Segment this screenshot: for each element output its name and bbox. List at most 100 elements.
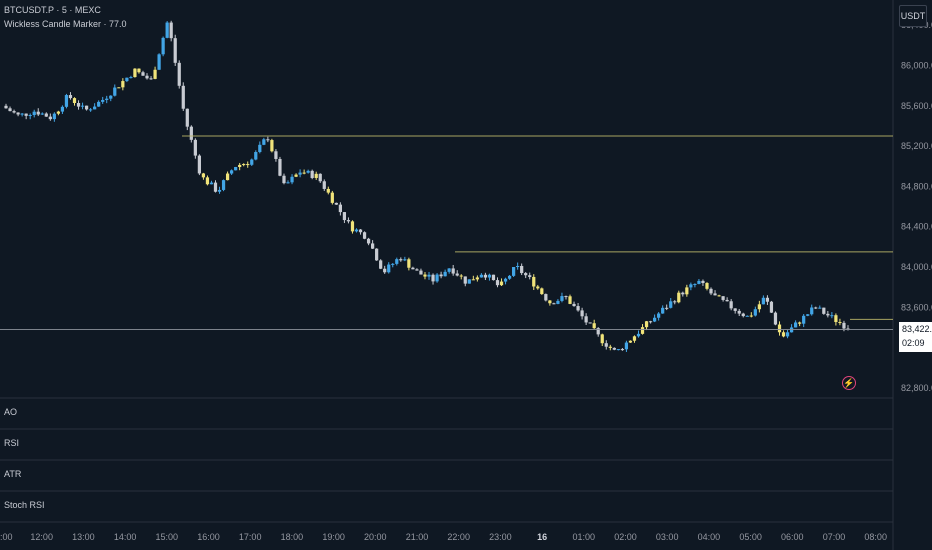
candle-body xyxy=(701,280,705,284)
candle-body xyxy=(221,180,226,190)
pane-label-atr[interactable]: ATR xyxy=(4,469,22,479)
candle-body xyxy=(80,105,85,107)
candle-body xyxy=(137,68,141,73)
candle-body xyxy=(117,87,121,89)
x-tick-label: 16:00 xyxy=(197,532,220,542)
y-tick-label: 84,400.0 xyxy=(901,222,932,232)
candle-body xyxy=(822,307,826,314)
x-tick-label: 20:00 xyxy=(364,532,387,542)
candle-body xyxy=(302,172,306,174)
candle-body xyxy=(769,301,774,313)
x-tick-label: 04:00 xyxy=(698,532,721,542)
candle-body xyxy=(544,294,548,301)
x-tick-label: 21:00 xyxy=(406,532,429,542)
candle-body xyxy=(516,265,520,268)
symbol-legend[interactable]: BTCUSDT.P · 5 · MEXC xyxy=(4,5,101,15)
candle-body xyxy=(657,313,661,318)
candle-body xyxy=(197,155,201,174)
candle-body xyxy=(403,259,407,261)
lightning-icon[interactable]: ⚡ xyxy=(842,376,856,390)
x-tick-label: 13:00 xyxy=(72,532,95,542)
candle-body xyxy=(8,108,12,112)
candle-body xyxy=(604,343,608,347)
pane-label-stoch-rsi[interactable]: Stoch RSI xyxy=(4,500,45,510)
pane-label-ao[interactable]: AO xyxy=(4,407,18,417)
candle-body xyxy=(435,274,439,282)
candle-body xyxy=(757,304,761,310)
candle-body xyxy=(342,212,347,221)
candle-body xyxy=(101,99,105,102)
candle-body xyxy=(781,332,786,337)
candle-body xyxy=(201,173,206,178)
candle-body xyxy=(600,334,604,344)
candle-body xyxy=(556,300,560,304)
x-tick-label: 01:00 xyxy=(573,532,596,542)
candle-body xyxy=(181,85,185,109)
x-tick-label: :00 xyxy=(0,532,13,542)
indicator-legend[interactable]: Wickless Candle Marker · 77.0 xyxy=(4,19,127,29)
candle-body xyxy=(238,164,242,168)
candle-body xyxy=(230,170,234,174)
pane-label-rsi[interactable]: RSI xyxy=(4,438,20,448)
candle-body xyxy=(661,307,665,314)
candle-body xyxy=(411,267,415,270)
candle-body xyxy=(383,268,387,273)
candle-body xyxy=(36,111,40,115)
candle-body xyxy=(346,220,351,222)
candle-body xyxy=(802,315,806,324)
candle-body xyxy=(125,77,129,82)
candle-body xyxy=(584,316,588,323)
candle-body xyxy=(209,182,214,185)
candle-body xyxy=(423,274,427,277)
candle-body xyxy=(705,283,709,289)
candle-body xyxy=(512,267,516,276)
candle-body xyxy=(640,327,645,334)
candle-body xyxy=(105,98,109,100)
candle-body xyxy=(354,229,359,232)
candle-body xyxy=(12,111,16,113)
candle-body xyxy=(4,105,8,109)
y-tick-label: 84,800.0 xyxy=(901,181,932,191)
candle-body xyxy=(479,274,483,278)
candle-body xyxy=(608,346,612,348)
x-tick-label: 12:00 xyxy=(30,532,53,542)
candle-body xyxy=(153,69,157,79)
candle-body xyxy=(407,259,411,268)
candle-body xyxy=(213,182,218,192)
candle-body xyxy=(729,301,733,309)
candle-body xyxy=(596,328,600,335)
candle-body xyxy=(524,273,528,276)
candle-body xyxy=(653,317,657,322)
candle-body xyxy=(794,322,798,328)
candle-body xyxy=(491,274,496,281)
currency-button[interactable]: USDT xyxy=(899,5,927,27)
candle-body xyxy=(169,22,173,39)
candle-body xyxy=(358,229,363,233)
candle-body xyxy=(24,113,28,116)
candle-body xyxy=(350,221,355,232)
candle-body xyxy=(576,306,580,311)
candle-body xyxy=(419,270,423,275)
candle-body xyxy=(814,307,818,309)
last-price-value: 83,422.9 xyxy=(902,324,932,334)
candle-body xyxy=(217,189,222,192)
candle-body xyxy=(157,54,161,70)
candle-body xyxy=(548,300,552,304)
candle-body xyxy=(673,301,677,303)
candle-body xyxy=(379,260,383,269)
candle-body xyxy=(520,265,524,274)
candle-body xyxy=(842,322,846,329)
candle-body xyxy=(826,313,830,316)
candle-body xyxy=(89,109,93,111)
candle-body xyxy=(741,313,745,317)
y-tick-label: 82,800.0 xyxy=(901,383,932,393)
candle-body xyxy=(310,170,314,178)
candle-body xyxy=(471,279,475,281)
candle-body xyxy=(495,280,500,286)
x-tick-label: 16 xyxy=(537,532,547,542)
candle-body xyxy=(713,293,717,296)
candle-body xyxy=(572,303,576,307)
candle-body xyxy=(745,315,749,317)
candle-body xyxy=(282,175,286,184)
